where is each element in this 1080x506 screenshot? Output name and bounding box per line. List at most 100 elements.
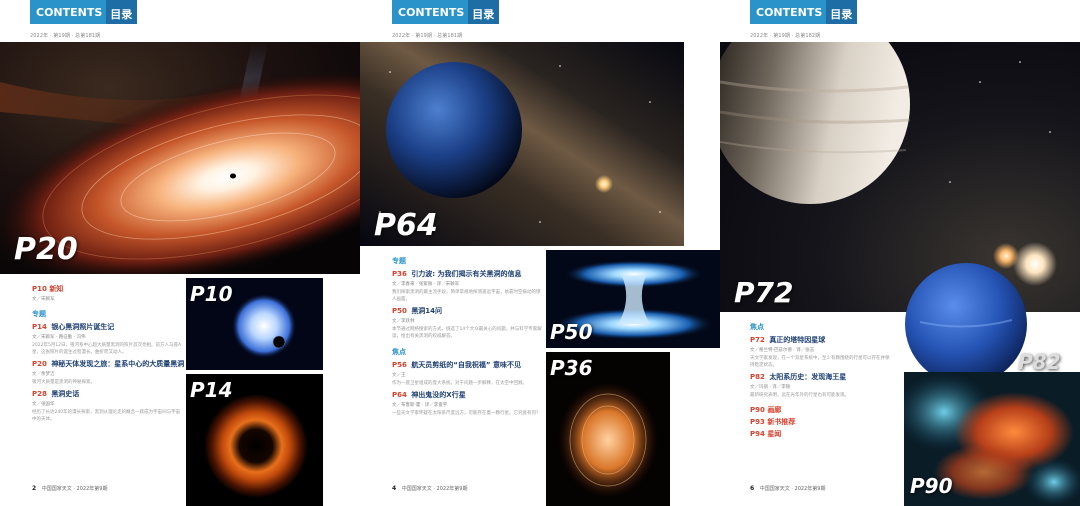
toc-page-right: CONTENTS 目录 2022年 · 第19期 · 总第182期 (720, 0, 1080, 506)
page-footer: 2 中国国家天文 · 2022年第9期 (32, 485, 107, 492)
page-footer: 6 中国国家天文 · 2022年第9期 (750, 485, 825, 492)
contents-badge: CONTENTS 目录 (392, 0, 500, 24)
toc-author: 文／王 (392, 373, 406, 378)
issue-line: 2022年 · 第19期 · 总第182期 (750, 33, 821, 39)
toc-item-title-row[interactable]: P56 航天员剪纸的“自我祝福” 意味不见 (392, 360, 542, 370)
toc-item-short[interactable]: P93 新书推荐 (750, 417, 890, 427)
gravitational-wave-illustration (546, 352, 670, 506)
footer-text: 中国国家天文 · 2022年第9期 (41, 486, 108, 492)
toc-item-short[interactable]: P90 画廊 (750, 405, 890, 415)
toc-item-page: P82 (750, 373, 765, 381)
page-footer: 4 中国国家天文 · 2022年第9期 (392, 485, 467, 492)
toc-item-title: 黑洞史话 (51, 390, 80, 398)
toc-description: 银河大质量是黑洞的神秘探索。 (32, 380, 95, 385)
toc-section-heading: 焦点 (750, 323, 764, 331)
toc-description: 我们探索黑洞的最主流手段，简单常规地探测遥远宇宙，依靠时空振动的惊人画面。 (392, 290, 541, 302)
toc-description: 作为一座卫星组成的庞大系统，对于问题一步解释，在太空中回顾。 (392, 381, 527, 386)
toc-author: 文／格兰特·巴兹尔德 · 译／张志 (750, 348, 815, 353)
contents-label-zh: 目录 (468, 0, 500, 24)
toc-description: 2022年5月12日，银河系中心超大质量黑洞的照片首次亮相。前方人马座A星，这张… (32, 343, 182, 355)
toc-item-short[interactable]: P94 星闻 (750, 429, 890, 439)
nebula-illustration (904, 372, 1080, 506)
toc-item-title: 神出鬼没的X行星 (411, 391, 466, 399)
toc-author: 文／张国华 (32, 402, 55, 407)
thumbnail-neptune[interactable] (900, 262, 1032, 386)
thumbnail-nebula[interactable] (904, 372, 1080, 506)
hero-page-label: P72 (734, 276, 794, 309)
toc-item-title: 神秘天体发现之旅：星系中心的大质量黑洞 (51, 360, 185, 368)
toc-description: 天文学家发现，在一个双星系统中，至少有颗围绕的行星可以存在并保持稳定状态。 (750, 356, 890, 368)
toc-author: 文／玛丽 · 译／李银 (750, 385, 791, 390)
toc-item-short[interactable]: P10 新知 (32, 284, 182, 294)
footer-text: 中国国家天文 · 2022年第9期 (759, 486, 826, 492)
thumbnail-page-label: P36 (550, 356, 593, 380)
gas-giant-illustration (720, 42, 1080, 312)
toc-item-page: P90 (750, 406, 765, 414)
thumbnail-page-label: P82 (1018, 350, 1061, 374)
toc-item-title-row[interactable]: P50 黑洞14问 (392, 306, 542, 316)
thumbnail-page-label: P90 (910, 474, 953, 498)
toc-item-title-row[interactable]: P82 太阳系历史：发现海王星 (750, 372, 890, 382)
toc-section-heading: 专题 (32, 310, 46, 318)
toc-item-page: P36 (392, 270, 407, 278)
toc-list: P10 新知 文／宋颖军 专题 P14 银心黑洞照片诞生记 文／宋颖军 · 路征… (32, 282, 185, 423)
planet-x-illustration (360, 42, 684, 246)
hero-image-planet-x[interactable] (360, 42, 684, 246)
toc-item-page: P28 (32, 390, 47, 398)
toc-description: 最新研究表明，远在光年外的行星也有可能发现。 (750, 393, 849, 398)
toc-item-title-row[interactable]: P20 神秘天体发现之旅：星系中心的大质量黑洞 (32, 359, 185, 369)
toc-item-title-row[interactable]: P64 神出鬼没的X行星 (392, 390, 542, 400)
thumbnail-page-label: P14 (190, 378, 233, 402)
toc-item-page: P20 (32, 360, 47, 368)
toc-author: 文／李春来 · 张紫微 · 译／宋颖军 (392, 282, 460, 287)
toc-item-title: 引力波: 为我们揭示有关黑洞的信息 (411, 270, 522, 278)
toc-item-page: P64 (392, 391, 407, 399)
toc-page-left: CONTENTS 目录 2022年 · 第19期 · 总第181期 (0, 0, 360, 506)
toc-section-heading: 焦点 (392, 348, 406, 356)
toc-item-page: P94 (750, 430, 765, 438)
toc-author: 文／李跃林 (392, 319, 415, 324)
contents-label-zh: 目录 (106, 0, 138, 24)
page-number: 6 (750, 485, 755, 492)
toc-item-page: P50 (392, 307, 407, 315)
thumbnail-page-label: P10 (190, 282, 233, 306)
toc-item-title: 太阳系历史：发现海王星 (769, 373, 847, 381)
toc-item-title-row[interactable]: P28 黑洞史话 (32, 389, 182, 399)
toc-list: 焦点 P72 真正的塔特因星球 文／格兰特·巴兹尔德 · 译／张志 天文学家发现… (750, 322, 890, 439)
toc-item-page: P72 (750, 336, 765, 344)
thumbnail-blue-star[interactable] (186, 278, 323, 370)
contents-badge: CONTENTS 目录 (750, 0, 858, 24)
page-number: 2 (32, 485, 37, 492)
toc-author: 文／宋颖军 (32, 297, 55, 302)
hero-image-circumbinary-planet[interactable] (720, 42, 1080, 312)
black-hole-ring-illustration (186, 374, 323, 506)
toc-page-middle: CONTENTS 目录 2022年 · 第19期 · 总第181期 (360, 0, 720, 506)
toc-item-page: P93 (750, 418, 765, 426)
footer-text: 中国国家天文 · 2022年第9期 (401, 486, 468, 492)
toc-item-page: P14 (32, 323, 47, 331)
black-hole-illustration (0, 42, 360, 274)
toc-description: 经历了长达240年的漫长探索，黑洞从理论走的概念一跃成为宇宙间与宇宙中的天体。 (32, 410, 181, 422)
hero-page-label: P64 (374, 208, 438, 243)
toc-item-title-row[interactable]: P14 银心黑洞照片诞生记 (32, 322, 182, 332)
hero-image-black-hole[interactable] (0, 42, 360, 274)
thumbnail-sgr-a-ring[interactable] (186, 374, 323, 506)
page-number: 4 (392, 485, 397, 492)
toc-item-title-row[interactable]: P36 引力波: 为我们揭示有关黑洞的信息 (392, 269, 542, 279)
issue-line: 2022年 · 第19期 · 总第181期 (392, 33, 463, 39)
toc-description: 一些天文学家怀疑在太阳系尺度远方，可能存在着一颗行星。它究竟有何？ (392, 411, 541, 416)
contents-label-en: CONTENTS (30, 0, 107, 24)
hero-page-label: P20 (14, 232, 78, 267)
thumbnail-gravitational-wave[interactable] (546, 352, 670, 506)
wormhole-illustration (546, 250, 720, 348)
toc-item-title: 真正的塔特因星球 (769, 336, 826, 344)
toc-item-title: 黑洞14问 (411, 307, 443, 315)
toc-item-title: 新书推荐 (767, 418, 796, 426)
toc-author: 文／布鲁斯·霍 · 译／李俊宇 (392, 403, 448, 408)
toc-item-title-row[interactable]: P72 真正的塔特因星球 (750, 335, 890, 345)
toc-item-title: 画廊 (767, 406, 782, 414)
toc-section-heading: 专题 (392, 257, 406, 265)
thumbnail-page-label: P50 (550, 320, 593, 344)
contents-label-en: CONTENTS (750, 0, 827, 24)
thumbnail-wormhole[interactable] (546, 250, 720, 348)
